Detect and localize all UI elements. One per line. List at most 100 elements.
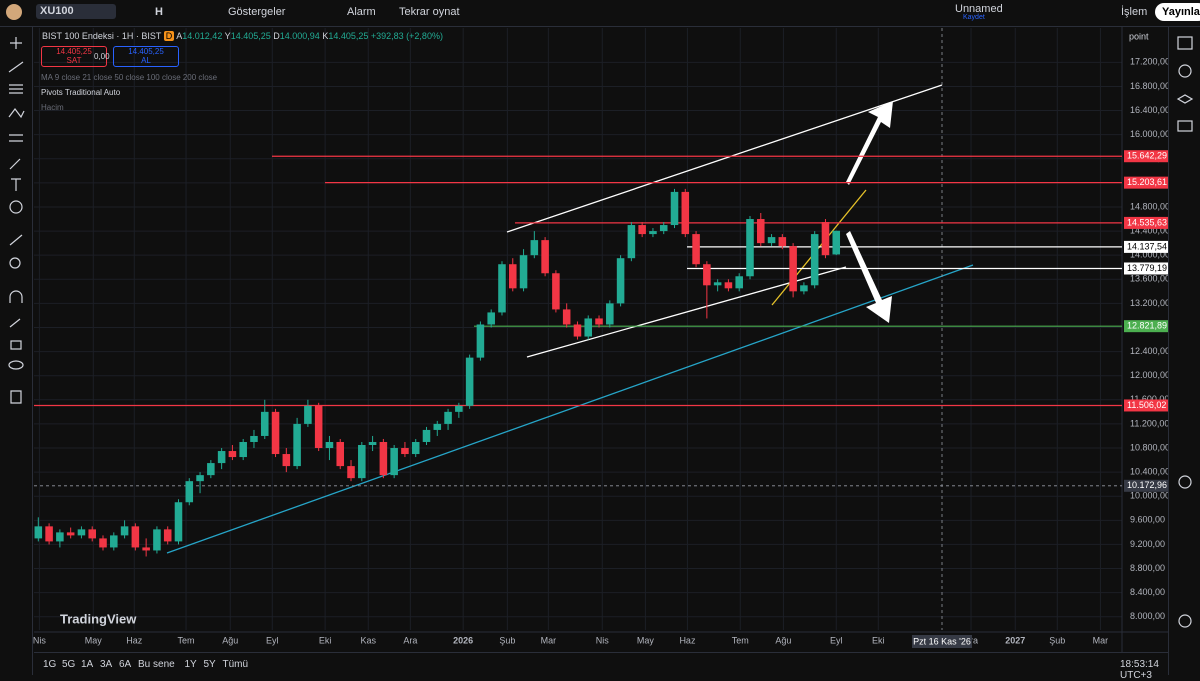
x-tick-label: Haz <box>126 635 143 645</box>
candle-body <box>271 411 280 455</box>
grid <box>34 28 1122 630</box>
ideas-button[interactable] <box>1178 475 1192 489</box>
y-tick-label: 12.400,00 <box>1130 346 1168 356</box>
trade-button[interactable]: İşlem <box>1121 6 1148 18</box>
watchlist-button[interactable] <box>1177 36 1193 50</box>
avatar[interactable] <box>6 4 22 20</box>
replay-button[interactable]: Tekrar oynat <box>399 6 460 18</box>
pattern-tool[interactable] <box>8 108 25 119</box>
candle-body <box>45 526 53 542</box>
range-button[interactable]: 1G <box>43 659 57 670</box>
drawings <box>166 28 974 630</box>
candle-body <box>530 240 539 256</box>
interval[interactable]: H <box>155 6 163 18</box>
buy-price: 14.405,25 <box>128 47 164 56</box>
y-tick-label: 14.800,00 <box>1130 201 1168 211</box>
candle-body <box>347 466 355 479</box>
candle-body <box>174 502 183 542</box>
candle-body <box>282 454 291 467</box>
candle-body <box>304 405 312 424</box>
visibility-tool[interactable] <box>8 360 24 370</box>
drawing-toolbar <box>0 27 33 675</box>
arrow-up[interactable] <box>846 101 893 185</box>
ruler-tool[interactable] <box>9 234 23 246</box>
zoom-tool[interactable] <box>9 257 21 269</box>
magnet-tool[interactable] <box>9 290 23 303</box>
save-button[interactable]: Kaydet <box>963 14 985 21</box>
channel-lower[interactable] <box>526 266 847 358</box>
range-button[interactable]: Bu sene <box>138 659 175 670</box>
y-tick-label: 11.200,00 <box>1130 418 1168 428</box>
candle-body <box>56 532 64 542</box>
candle-body <box>810 234 819 286</box>
cursor-tool[interactable] <box>10 37 22 49</box>
sell-button[interactable]: 14.405,25 SAT <box>41 46 107 67</box>
layers-button[interactable] <box>1176 94 1194 104</box>
help-button[interactable] <box>1178 614 1192 628</box>
range-button[interactable]: 1Y <box>184 659 197 670</box>
candle-body <box>832 230 841 255</box>
y-tick-label: 10.800,00 <box>1130 442 1168 452</box>
candle-body <box>724 282 733 289</box>
range-button[interactable]: 5G <box>62 659 76 670</box>
y-tick-label: 10.400,00 <box>1130 466 1168 476</box>
icon-tool[interactable] <box>9 200 23 214</box>
channel-upper[interactable] <box>506 84 943 233</box>
volume-indicator[interactable]: Hacim <box>41 103 64 112</box>
publish-button[interactable]: Yayınla <box>1155 3 1200 21</box>
level-label: 12.821,89 <box>1127 321 1167 331</box>
candle-body <box>670 191 679 226</box>
alert-button[interactable]: Alarm <box>347 6 376 18</box>
range-button[interactable]: 5Y <box>203 659 216 670</box>
projection-tool[interactable] <box>9 134 23 142</box>
ma-indicator[interactable]: MA 9 close 21 close 50 close 100 close 2… <box>41 73 218 82</box>
scale-mode[interactable]: point <box>1129 31 1149 41</box>
range-button[interactable]: 3A <box>100 659 113 670</box>
sidebar-icons <box>1176 36 1194 628</box>
range-button[interactable]: 6A <box>119 659 132 670</box>
x-tick-label: Eyl <box>830 635 843 645</box>
arrow-down[interactable] <box>846 231 892 323</box>
indicators-button[interactable]: Göstergeler <box>228 6 286 18</box>
x-tick-label: 2026 <box>453 635 473 645</box>
candle-body <box>465 357 474 406</box>
candle-body <box>401 448 409 455</box>
range-button[interactable]: 1A <box>81 659 94 670</box>
layout-name[interactable]: Unnamed <box>955 3 1003 15</box>
symbol-search[interactable]: XU100 <box>36 4 116 19</box>
support-trendline[interactable] <box>166 264 974 554</box>
short-trendline[interactable] <box>771 189 867 306</box>
sell-price: 14.405,25 <box>56 47 92 56</box>
text-tool[interactable] <box>11 178 21 191</box>
brush-tool[interactable] <box>9 158 21 170</box>
candle-body <box>541 240 549 274</box>
x-tick-label: Ara <box>403 635 417 645</box>
top-toolbar: XU100 H Göstergeler Alarm Tekrar oynat U… <box>0 0 1200 27</box>
x-tick-label: Kas <box>361 635 377 645</box>
candle-body <box>34 526 43 539</box>
chat-button[interactable] <box>1177 120 1193 132</box>
x-tick-label: 2027 <box>1005 635 1025 645</box>
change: +392,83 (+2,80%) <box>370 31 443 41</box>
candle-body <box>606 303 614 325</box>
delete-tool[interactable] <box>10 390 22 404</box>
x-tick-label: Ağu <box>222 635 238 645</box>
lock-tool[interactable] <box>10 340 22 350</box>
x-tick-label: Mar <box>541 635 557 645</box>
y-tick-label: 14.400,00 <box>1130 225 1168 235</box>
lock-draw-tool[interactable] <box>9 318 21 328</box>
candle-body <box>207 463 215 476</box>
trendline-tool[interactable] <box>8 61 24 73</box>
candle-body <box>163 529 172 542</box>
chart: point TradingView 17.200,00 16.800,00 16.4… <box>33 27 1168 652</box>
buy-button[interactable]: 14.405,25 AL <box>113 46 179 67</box>
range-button[interactable]: Tümü <box>222 659 249 670</box>
pivots-indicator[interactable]: Pivots Traditional Auto <box>41 88 121 97</box>
candle-body <box>250 435 258 442</box>
alerts-button[interactable] <box>1178 64 1192 78</box>
candle-body <box>228 451 237 458</box>
fib-tool[interactable] <box>9 84 23 94</box>
candle-body <box>746 219 754 277</box>
candle-body <box>508 264 517 289</box>
candle-body <box>433 423 442 430</box>
